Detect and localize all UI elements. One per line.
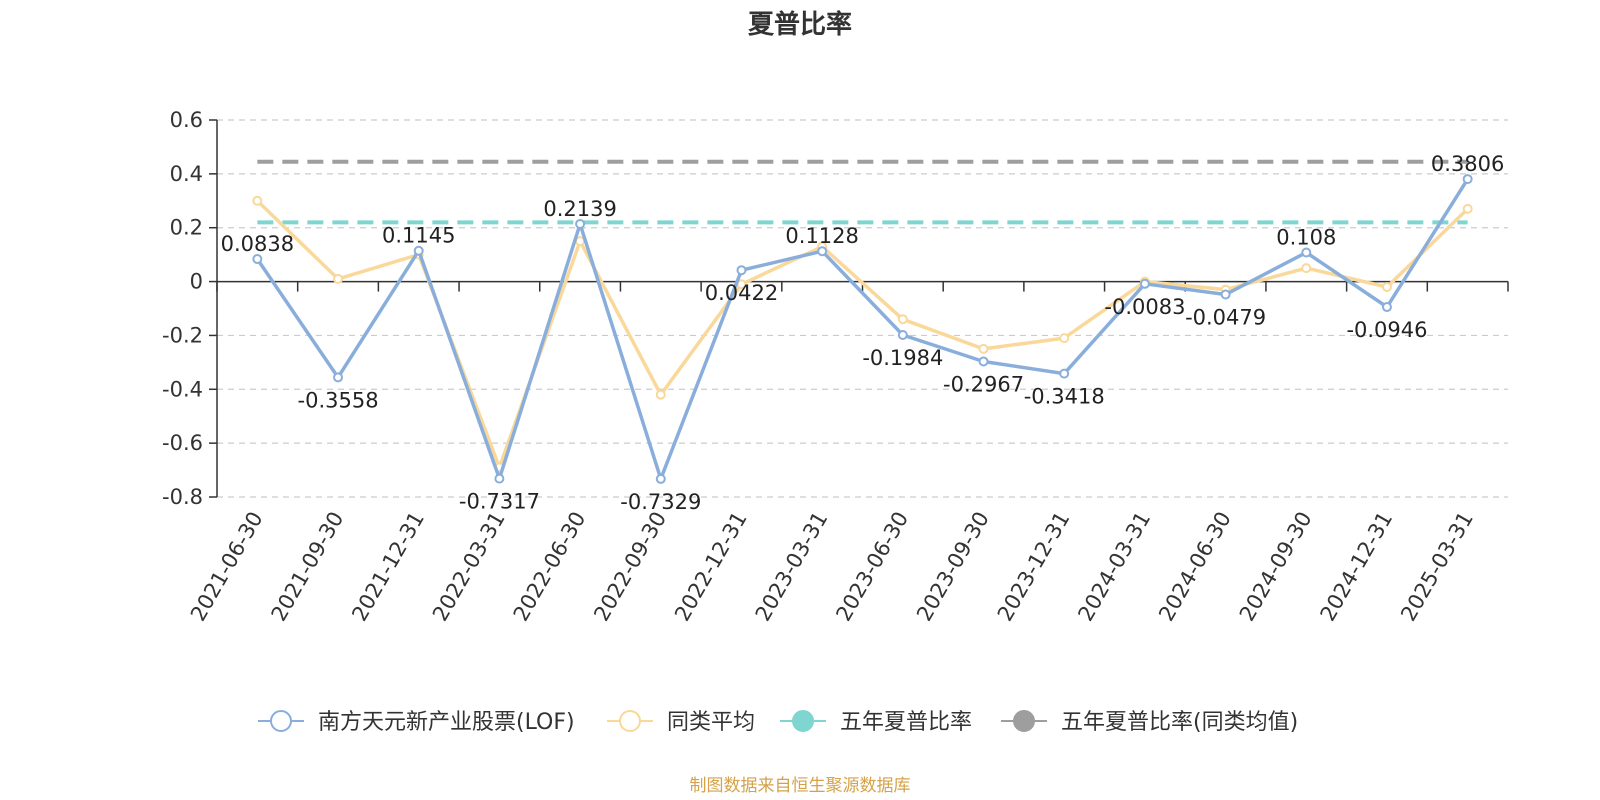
data-label: -0.0479	[1185, 305, 1266, 329]
series-layer	[252, 174, 1473, 484]
axis-layer: 0.60.40.20-0.2-0.4-0.6-0.82021-06-302021…	[162, 108, 1509, 626]
data-point	[333, 273, 344, 284]
data-label: -0.3558	[298, 388, 379, 412]
data-label: -0.3418	[1024, 385, 1105, 409]
legend-label: 五年夏普比率	[840, 710, 972, 735]
y-tick-label: 0.4	[170, 162, 203, 186]
data-label: -0.0083	[1104, 295, 1185, 319]
data-point	[978, 356, 989, 367]
x-tick-label: 2024-03-31	[1073, 508, 1155, 626]
x-tick-label: 2024-12-31	[1315, 508, 1397, 626]
legend-label: 南方天元新产业股票(LOF)	[318, 710, 575, 735]
data-point	[1462, 174, 1473, 185]
x-tick-label: 2023-03-31	[751, 508, 833, 626]
legend[interactable]: 南方天元新产业股票(LOF) 同类平均 五年夏普比率 五年夏普比率(同类均值)	[258, 710, 1298, 735]
data-point	[575, 218, 586, 229]
data-point	[1462, 203, 1473, 214]
data-label: 0.1128	[785, 224, 858, 248]
data-point	[1381, 302, 1392, 313]
legend-marker-filled	[792, 710, 814, 732]
legend-label: 同类平均	[667, 710, 755, 735]
series-line	[255, 178, 1470, 481]
data-label: 0.0838	[221, 232, 294, 256]
x-tick-label: 2021-09-30	[267, 508, 349, 626]
legend-marker-filled	[1013, 710, 1035, 732]
data-point	[897, 329, 908, 340]
x-tick-label: 2024-06-30	[1154, 508, 1236, 626]
data-point	[655, 389, 666, 400]
data-label: -0.1984	[862, 346, 943, 370]
data-point	[817, 246, 828, 257]
data-point	[1059, 368, 1070, 379]
data-point	[978, 343, 989, 354]
legend-item[interactable]: 南方天元新产业股票(LOF)	[258, 710, 575, 735]
source-note: 制图数据来自恒生聚源数据库	[690, 776, 911, 796]
x-tick-label: 2022-12-31	[670, 508, 752, 626]
data-point	[897, 314, 908, 325]
x-tick-label: 2023-09-30	[912, 508, 994, 626]
chart-title: 夏普比率	[748, 9, 852, 40]
y-tick-label: -0.6	[162, 431, 203, 455]
y-tick-label: -0.2	[162, 323, 203, 347]
data-label: -0.7329	[620, 490, 701, 514]
y-tick-label: 0.2	[170, 216, 203, 240]
data-point	[736, 265, 747, 276]
legend-item[interactable]: 五年夏普比率	[780, 710, 972, 735]
data-label: 0.2139	[543, 197, 616, 221]
x-tick-label: 2022-03-31	[428, 508, 510, 626]
data-point	[494, 473, 505, 484]
data-point	[333, 372, 344, 383]
x-tick-label: 2023-12-31	[993, 508, 1075, 626]
legend-label: 五年夏普比率(同类均值)	[1061, 710, 1298, 735]
x-tick-label: 2024-09-30	[1235, 508, 1317, 626]
data-label: 0.0422	[705, 281, 778, 305]
data-point	[1139, 278, 1150, 289]
y-tick-label: -0.8	[162, 485, 203, 509]
data-label: 0.108	[1276, 225, 1336, 249]
x-tick-label: 2021-06-30	[186, 508, 268, 626]
data-labels: 0.0838 -0.3558 0.1145 -0.7317 0.2139 -0.7329 0…	[221, 152, 1505, 514]
x-tick-label: 2025-03-31	[1396, 508, 1478, 626]
legend-marker-hollow	[270, 710, 292, 732]
legend-marker-hollow	[619, 710, 641, 732]
y-tick-label: -0.4	[162, 377, 203, 401]
x-tick-label: 2022-06-30	[509, 508, 591, 626]
data-point	[1381, 281, 1392, 292]
data-label: -0.7317	[459, 490, 540, 514]
data-point	[1220, 289, 1231, 300]
data-point	[252, 195, 263, 206]
legend-item[interactable]: 五年夏普比率(同类均值)	[1001, 710, 1298, 735]
legend-item[interactable]: 同类平均	[607, 710, 755, 735]
data-point	[655, 473, 666, 484]
data-point	[1059, 333, 1070, 344]
data-point	[252, 254, 263, 265]
data-point	[413, 245, 424, 256]
reference-lines	[257, 159, 1468, 225]
grid-layer	[217, 119, 1508, 498]
x-tick-label: 2021-12-31	[347, 508, 429, 626]
x-tick-label: 2023-06-30	[831, 508, 913, 626]
data-label: 0.1145	[382, 224, 455, 248]
data-point	[1301, 263, 1312, 274]
data-point	[1301, 247, 1312, 258]
x-tick-label: 2022-09-30	[589, 508, 671, 626]
y-tick-label: 0.6	[170, 108, 203, 132]
data-label: -0.2967	[943, 372, 1024, 396]
data-label: 0.3806	[1431, 152, 1504, 176]
data-label: -0.0946	[1346, 318, 1427, 342]
y-tick-label: 0	[190, 270, 203, 294]
